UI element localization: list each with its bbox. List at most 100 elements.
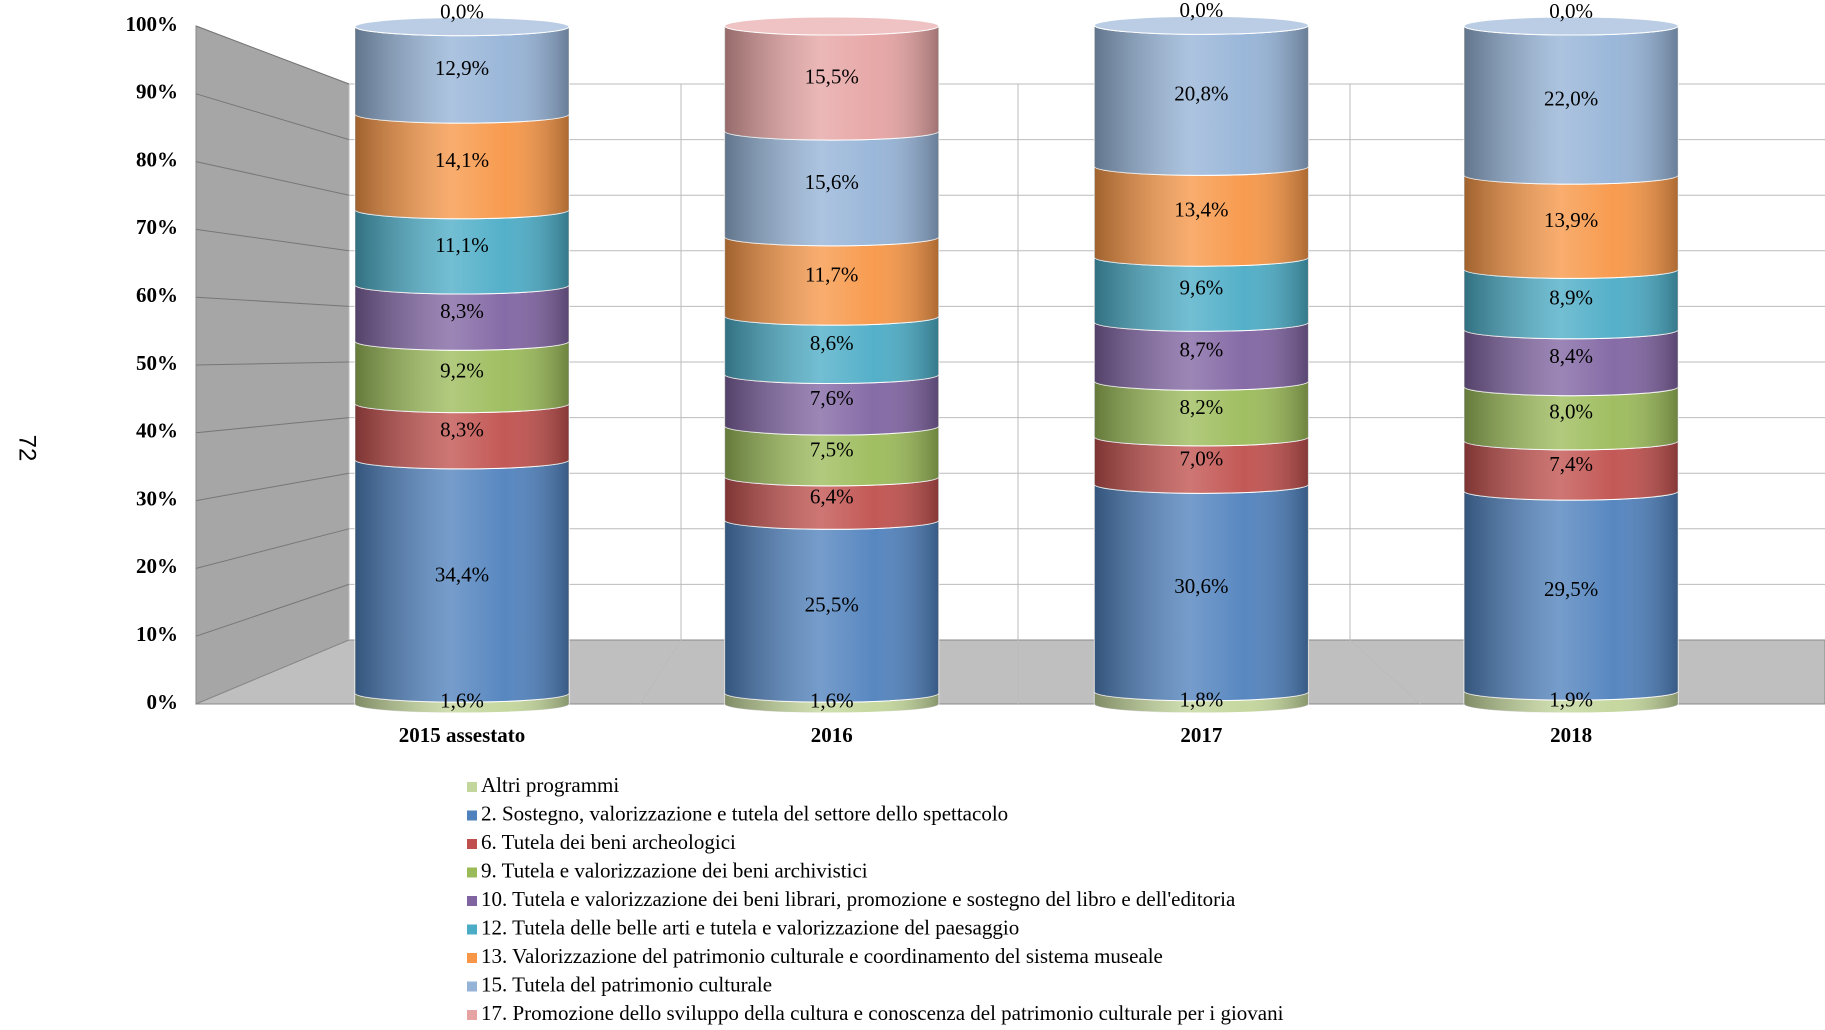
y-tick-label: 0% <box>147 690 179 714</box>
legend-label: 13. Valorizzazione del patrimonio cultur… <box>481 944 1163 968</box>
value-label: 11,7% <box>805 262 858 286</box>
legend-swatch <box>467 839 477 849</box>
grid-line <box>195 93 350 141</box>
value-label: 8,0% <box>1549 400 1593 424</box>
legend-swatch <box>467 924 477 935</box>
value-label: 11,1% <box>435 233 488 257</box>
y-tick-label: 90% <box>136 80 178 104</box>
bar-shade <box>355 459 569 703</box>
value-label: 1,8% <box>1180 688 1224 712</box>
legend-swatch <box>467 867 477 878</box>
legend-label: 15. Tutela del patrimonio culturale <box>481 972 772 996</box>
bar-shade <box>724 520 939 703</box>
bar-shade <box>1094 381 1309 446</box>
bar-shade <box>1464 269 1679 339</box>
bar-top <box>354 17 570 37</box>
bar-top-light <box>1094 16 1309 35</box>
bar-shade <box>1094 257 1309 332</box>
y-tick-label: 100% <box>126 12 179 36</box>
value-label: 25,5% <box>805 593 859 617</box>
value-label: 20,8% <box>1174 82 1228 106</box>
value-label: 15,5% <box>805 64 859 88</box>
page-number: 72 <box>14 435 41 462</box>
bar-shade <box>724 693 939 713</box>
legend-label: 10. Tutela e valorizzazione dei beni lib… <box>481 887 1236 911</box>
value-label: 0,0% <box>440 0 484 23</box>
y-tick-label: 80% <box>136 147 178 171</box>
value-label: 15,6% <box>805 170 859 194</box>
legend-label: Altri programmi <box>481 773 619 797</box>
bar-shade <box>724 316 939 384</box>
legend-label: 17. Promozione dello sviluppo della cult… <box>481 1001 1284 1025</box>
value-label: 9,2% <box>440 358 484 382</box>
grid-line <box>195 161 350 196</box>
legend-swatch <box>467 896 477 906</box>
bar-shade <box>1094 322 1309 391</box>
value-label: 7,6% <box>810 386 854 410</box>
bar-shade <box>1464 329 1679 396</box>
bar-shade <box>1464 691 1679 713</box>
bar-shade <box>724 131 939 246</box>
value-label: 12,9% <box>435 56 489 80</box>
value-label: 9,6% <box>1180 276 1224 300</box>
value-label: 1,9% <box>1549 687 1593 711</box>
legend-swatch <box>467 953 477 963</box>
bar-shade <box>1094 25 1309 176</box>
bar-shade <box>724 426 939 486</box>
value-label: 30,6% <box>1174 574 1228 598</box>
bar-shade <box>1094 484 1309 701</box>
x-tick-label: 2015 assestato <box>399 723 526 747</box>
bar-shade <box>1464 175 1679 279</box>
bar-shade <box>724 236 939 326</box>
grid-line <box>195 296 350 307</box>
y-tick-label: 40% <box>136 419 178 443</box>
y-tick-label: 20% <box>136 554 178 578</box>
bar-top <box>1093 15 1309 35</box>
legend-swatch <box>467 1010 477 1020</box>
value-label: 0,0% <box>1180 0 1224 22</box>
bar-shade <box>355 403 569 469</box>
value-label: 1,6% <box>440 688 484 712</box>
grid-line <box>195 472 350 502</box>
bar-shade <box>1094 166 1309 267</box>
y-tick-label: 70% <box>136 215 178 239</box>
bar-shade <box>1464 26 1679 185</box>
bar-shade <box>1464 440 1679 501</box>
value-label: 8,6% <box>810 331 854 355</box>
x-tick-label: 2018 <box>1550 723 1592 747</box>
bar-shade <box>1094 691 1309 713</box>
value-label: 6,4% <box>810 484 854 508</box>
grid-line <box>195 228 350 252</box>
bar-shade <box>1464 491 1679 701</box>
value-label: 13,4% <box>1174 198 1228 222</box>
bar-shade <box>355 26 569 124</box>
bar-shade <box>355 341 569 413</box>
bar-top-light <box>1464 17 1679 35</box>
y-tick-label: 60% <box>136 283 178 307</box>
bar-shade <box>724 374 939 436</box>
legend-swatch <box>467 810 477 821</box>
grid-line <box>195 417 350 434</box>
value-label: 13,9% <box>1544 208 1598 232</box>
bar-top-light <box>355 17 569 36</box>
y-tick-label: 50% <box>136 351 178 375</box>
legend-label: 6. Tutela dei beni archeologici <box>481 830 736 854</box>
value-label: 1,6% <box>810 688 854 712</box>
value-label: 7,5% <box>810 437 854 461</box>
bar-shade <box>355 114 569 219</box>
bar-shade <box>355 284 569 351</box>
bar-shade <box>355 693 569 713</box>
value-label: 8,3% <box>440 418 484 442</box>
legend-swatch <box>467 981 477 992</box>
bar-shade <box>355 209 569 294</box>
grid-line <box>195 528 350 569</box>
x-tick-label: 2016 <box>811 723 853 747</box>
y-tick-label: 30% <box>136 486 178 510</box>
bar-shade <box>724 476 939 530</box>
bar-top-light <box>724 17 939 35</box>
value-label: 7,0% <box>1180 446 1224 470</box>
bar-top <box>724 16 940 36</box>
legend-label: 12. Tutela delle belle arti e tutela e v… <box>481 915 1019 939</box>
bar-shade <box>1464 386 1679 450</box>
